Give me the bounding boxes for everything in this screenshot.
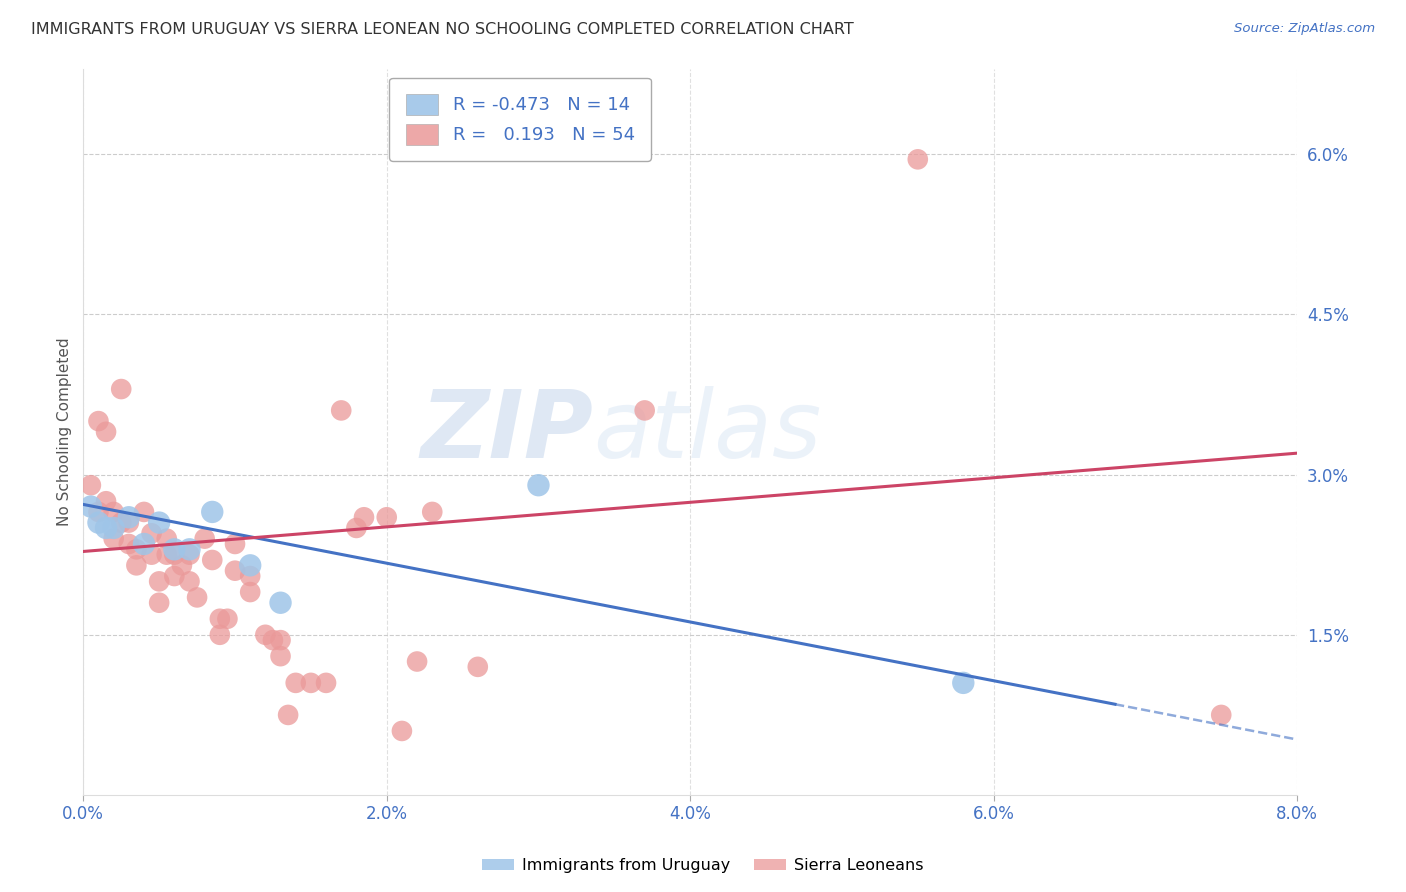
- Point: [270, 596, 292, 610]
- Point: [179, 548, 201, 562]
- Point: [284, 676, 307, 690]
- Point: [118, 537, 141, 551]
- Point: [527, 478, 550, 492]
- Point: [406, 655, 429, 669]
- Point: [163, 548, 186, 562]
- Point: [299, 676, 322, 690]
- Point: [148, 516, 170, 530]
- Point: [201, 505, 224, 519]
- Point: [156, 548, 179, 562]
- Y-axis label: No Schooling Completed: No Schooling Completed: [58, 337, 72, 526]
- Text: ZIP: ZIP: [420, 386, 593, 478]
- Point: [239, 585, 262, 599]
- Point: [125, 542, 148, 557]
- Point: [148, 574, 170, 589]
- Point: [80, 500, 103, 514]
- Point: [224, 537, 246, 551]
- Point: [179, 574, 201, 589]
- Point: [141, 526, 163, 541]
- Point: [94, 494, 117, 508]
- Point: [208, 628, 231, 642]
- Point: [132, 537, 155, 551]
- Point: [262, 633, 284, 648]
- Point: [467, 660, 489, 674]
- Point: [224, 564, 246, 578]
- Point: [375, 510, 398, 524]
- Point: [103, 532, 125, 546]
- Point: [94, 425, 117, 439]
- Point: [87, 505, 110, 519]
- Text: IMMIGRANTS FROM URUGUAY VS SIERRA LEONEAN NO SCHOOLING COMPLETED CORRELATION CHA: IMMIGRANTS FROM URUGUAY VS SIERRA LEONEA…: [31, 22, 853, 37]
- Point: [208, 612, 231, 626]
- Point: [118, 510, 141, 524]
- Point: [170, 558, 193, 573]
- Point: [907, 153, 929, 167]
- Point: [239, 569, 262, 583]
- Point: [634, 403, 657, 417]
- Point: [103, 505, 125, 519]
- Point: [194, 532, 217, 546]
- Point: [94, 521, 117, 535]
- Text: atlas: atlas: [593, 386, 821, 477]
- Point: [217, 612, 239, 626]
- Point: [179, 542, 201, 557]
- Point: [952, 676, 974, 690]
- Point: [156, 532, 179, 546]
- Text: Source: ZipAtlas.com: Source: ZipAtlas.com: [1234, 22, 1375, 36]
- Point: [420, 505, 443, 519]
- Point: [110, 382, 132, 396]
- Point: [110, 516, 132, 530]
- Point: [132, 505, 155, 519]
- Point: [270, 633, 292, 648]
- Point: [80, 478, 103, 492]
- Point: [277, 707, 299, 722]
- Legend: Immigrants from Uruguay, Sierra Leoneans: Immigrants from Uruguay, Sierra Leoneans: [475, 852, 931, 880]
- Legend: R = -0.473   N = 14, R =   0.193   N = 54: R = -0.473 N = 14, R = 0.193 N = 54: [389, 78, 651, 161]
- Point: [87, 414, 110, 428]
- Point: [391, 723, 413, 738]
- Point: [1211, 707, 1233, 722]
- Point: [103, 521, 125, 535]
- Point: [239, 558, 262, 573]
- Point: [330, 403, 353, 417]
- Point: [141, 548, 163, 562]
- Point: [148, 596, 170, 610]
- Point: [353, 510, 375, 524]
- Point: [87, 516, 110, 530]
- Point: [163, 569, 186, 583]
- Point: [270, 649, 292, 664]
- Point: [344, 521, 367, 535]
- Point: [163, 542, 186, 557]
- Point: [254, 628, 277, 642]
- Point: [186, 591, 208, 605]
- Point: [125, 558, 148, 573]
- Point: [315, 676, 337, 690]
- Point: [201, 553, 224, 567]
- Point: [118, 516, 141, 530]
